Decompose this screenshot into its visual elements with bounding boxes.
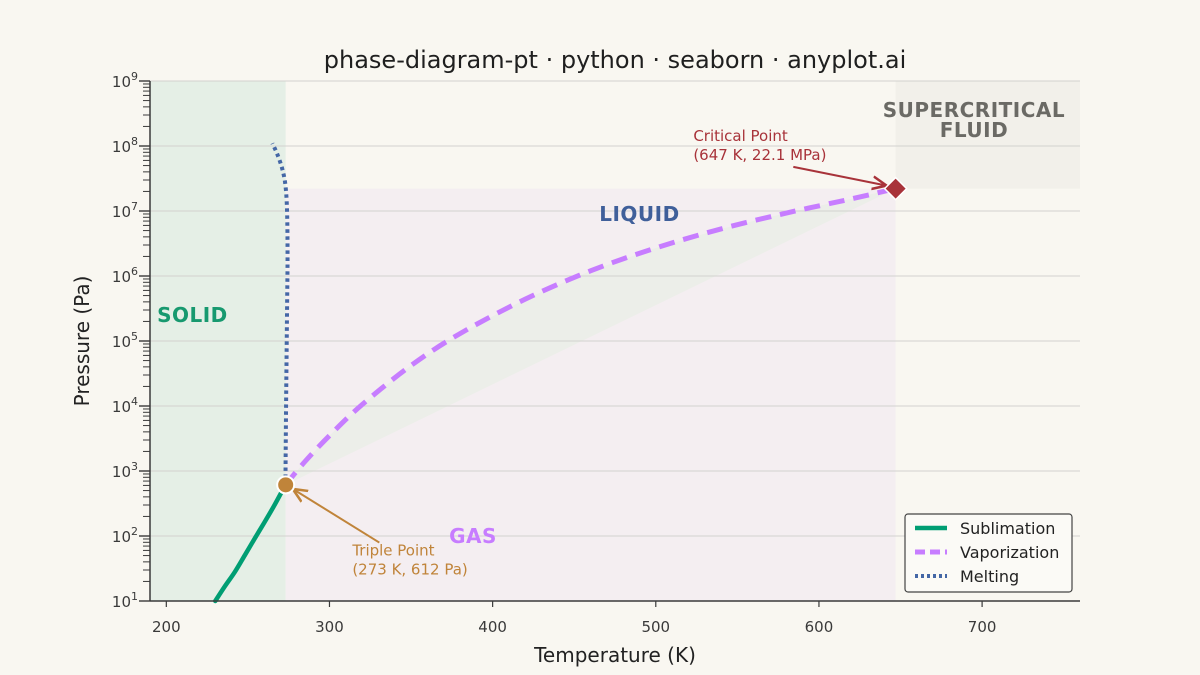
annotation-triple-title: Triple Point: [351, 542, 434, 560]
chart-title: phase-diagram-pt · python · seaborn · an…: [324, 46, 906, 74]
supercritical-region: [895, 81, 1080, 189]
x-tick-label: 200: [152, 618, 181, 636]
legend-label-vaporization: Vaporization: [960, 543, 1059, 562]
series-vaporization-line: [283, 186, 897, 487]
annotations: Triple Point(273 K, 612 Pa) Critical Poin…: [293, 127, 887, 579]
y-tick-label: 104: [112, 395, 138, 416]
annotation-arrow: [793, 165, 886, 186]
x-tick-label: 300: [315, 618, 344, 636]
x-axis-label: Temperature (K): [533, 643, 696, 667]
x-tick-label: 700: [968, 618, 997, 636]
legend: Sublimation Vaporization Melting: [904, 513, 1073, 593]
annotation-critical-title: Critical Point: [693, 127, 788, 145]
critical-point-marker: [883, 176, 908, 201]
y-tick-label: 106: [112, 265, 138, 286]
legend-label-sublimation: Sublimation: [960, 519, 1055, 538]
y-tick-label: 103: [112, 460, 138, 481]
x-tick-label: 600: [805, 618, 834, 636]
y-tick-label: 108: [112, 135, 138, 156]
triple-point-marker: [276, 475, 296, 495]
region-label-supercritical-line2: FLUID: [940, 118, 1008, 142]
liquid-region: [285, 188, 896, 485]
series-sublimation-line: [213, 482, 288, 604]
series-lines: [213, 142, 897, 604]
x-tick-label: 400: [478, 618, 507, 636]
y-tick-label: 102: [112, 525, 138, 546]
y-tick-label: 105: [112, 330, 138, 351]
region-label-supercritical: SUPERCRITICAL: [883, 98, 1065, 122]
legend-label-melting: Melting: [960, 567, 1019, 586]
phase-regions: [150, 81, 1080, 601]
region-label-liquid: LIQUID: [599, 202, 679, 226]
annotation-triple-coords: (273 K, 612 Pa): [352, 561, 467, 579]
legend-box: [904, 513, 1073, 593]
y-tick-label: 109: [112, 70, 138, 91]
y-tick-label: 107: [112, 200, 138, 221]
y-tick-label: 101: [112, 590, 138, 611]
annotation-critical-coords: (647 K, 22.1 MPa): [693, 146, 826, 164]
x-tick-label: 500: [641, 618, 670, 636]
region-label-solid: SOLID: [157, 303, 228, 327]
y-axis-label: Pressure (Pa): [70, 276, 94, 407]
special-points: [276, 176, 908, 495]
region-label-gas: GAS: [449, 524, 497, 548]
annotation-arrow: [293, 489, 380, 544]
grid-lines: [150, 80, 1080, 537]
